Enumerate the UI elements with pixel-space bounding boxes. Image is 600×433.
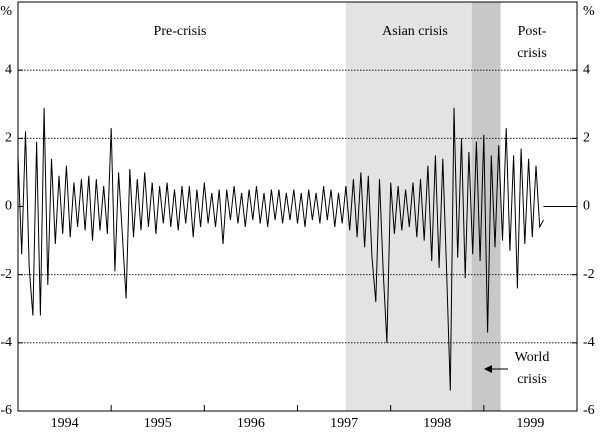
annotation-arrowhead (484, 365, 492, 373)
y-tick-label-right: 4 (583, 62, 590, 77)
annotation: Asian crisis (382, 24, 448, 39)
plot-frame (17, 1, 578, 412)
annotation: Pre-crisis (154, 24, 207, 39)
x-tick-label: 1998 (423, 416, 451, 431)
y-tick-label: -6 (0, 403, 12, 418)
y-tick-label: 4 (5, 62, 12, 77)
y-tick-label-right: 2 (583, 131, 590, 146)
y-tick-label: 0 (5, 199, 12, 214)
y-tick-label-right: -6 (583, 403, 595, 418)
y-tick-label: -2 (0, 267, 12, 282)
x-tick-label: 1994 (51, 416, 79, 431)
x-tick-label: 1999 (516, 416, 544, 431)
y-tick-label-right: -4 (583, 335, 595, 350)
series-line (17, 107, 544, 391)
y-axis-label: % (0, 4, 12, 19)
y-tick-label-right: 0 (583, 199, 590, 214)
y-tick-label: 2 (5, 131, 12, 146)
y-axis-label-right: % (583, 4, 595, 19)
x-tick-label: 1995 (144, 416, 172, 431)
y-tick-label: -4 (0, 335, 12, 350)
annotation: Post- (518, 24, 547, 39)
y-tick-label-right: -2 (583, 267, 595, 282)
x-tick-label: 1997 (330, 416, 358, 431)
annotation: crisis (517, 372, 547, 387)
annotation: crisis (517, 46, 547, 61)
x-tick-label: 1996 (237, 416, 265, 431)
annotation: World (515, 350, 550, 365)
